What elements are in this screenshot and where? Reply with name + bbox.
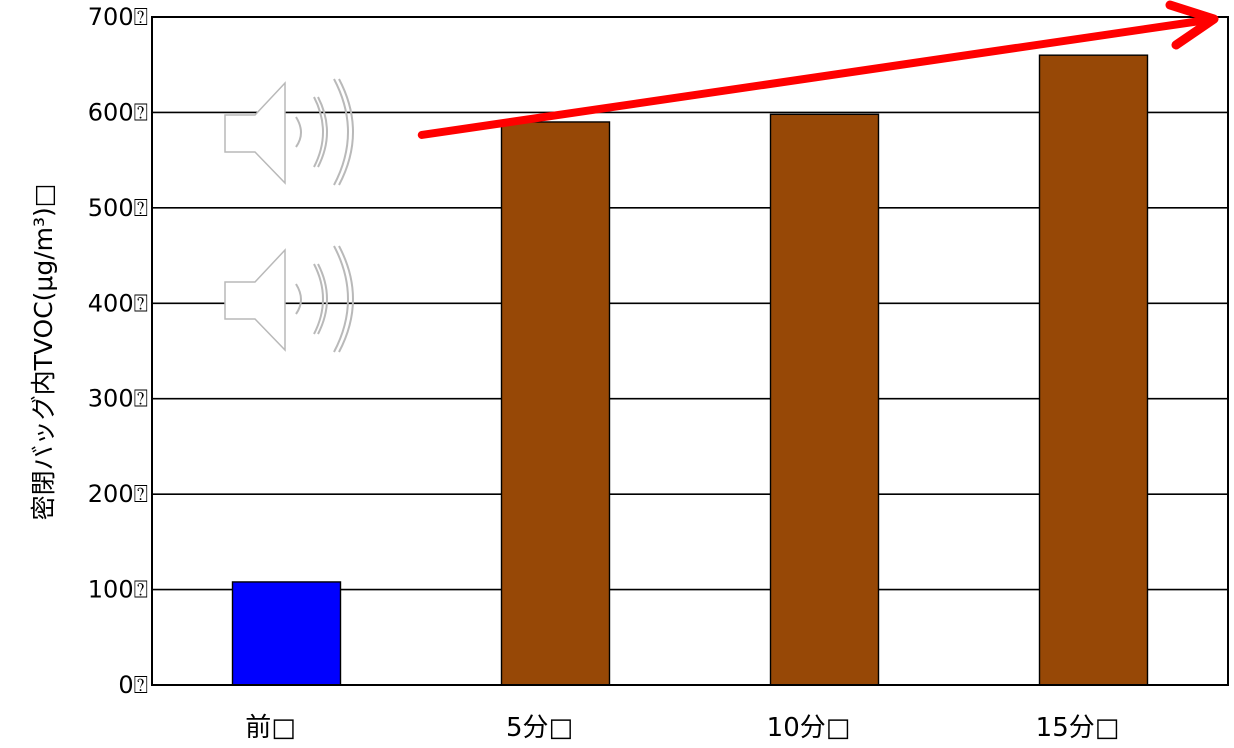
x-category-label: 10分□ <box>767 713 851 743</box>
bar <box>769 113 880 686</box>
y-tick-label: 700⍰ <box>88 3 148 31</box>
x-category-label: 15分□ <box>1036 713 1120 743</box>
y-tick-label: 100⍰ <box>88 576 148 604</box>
bar <box>500 121 611 686</box>
speaker-icon <box>224 245 354 353</box>
arrow-head <box>1165 0 1219 50</box>
bars <box>231 54 1149 686</box>
x-category-label: 前□ <box>245 713 296 743</box>
x-category-labels: 前□ 5分□ 10分□ 15分□ <box>245 713 1119 743</box>
plot-frame <box>151 16 1229 686</box>
y-tick-labels: 0⍰ 100⍰ 200⍰ 300⍰ 400⍰ 500⍰ 600⍰ 700⍰ <box>88 3 148 699</box>
arrow-shaft <box>417 15 1218 139</box>
trend-arrow <box>417 0 1219 139</box>
y-axis-title: 密閉バッグ内TVOC(μg/m³)□ <box>29 184 58 521</box>
bar <box>231 581 342 686</box>
y-tick-label: 200⍰ <box>88 480 148 508</box>
y-tick-label: 300⍰ <box>88 385 148 413</box>
y-tick-label: 600⍰ <box>88 98 148 126</box>
plot-border <box>151 16 1229 686</box>
y-tick-label: 500⍰ <box>88 194 148 222</box>
y-tick-label: 400⍰ <box>88 289 148 317</box>
speaker-icon <box>224 78 354 186</box>
bar <box>1038 54 1149 686</box>
x-category-label: 5分□ <box>506 713 573 743</box>
y-tick-label: 0⍰ <box>118 671 148 699</box>
